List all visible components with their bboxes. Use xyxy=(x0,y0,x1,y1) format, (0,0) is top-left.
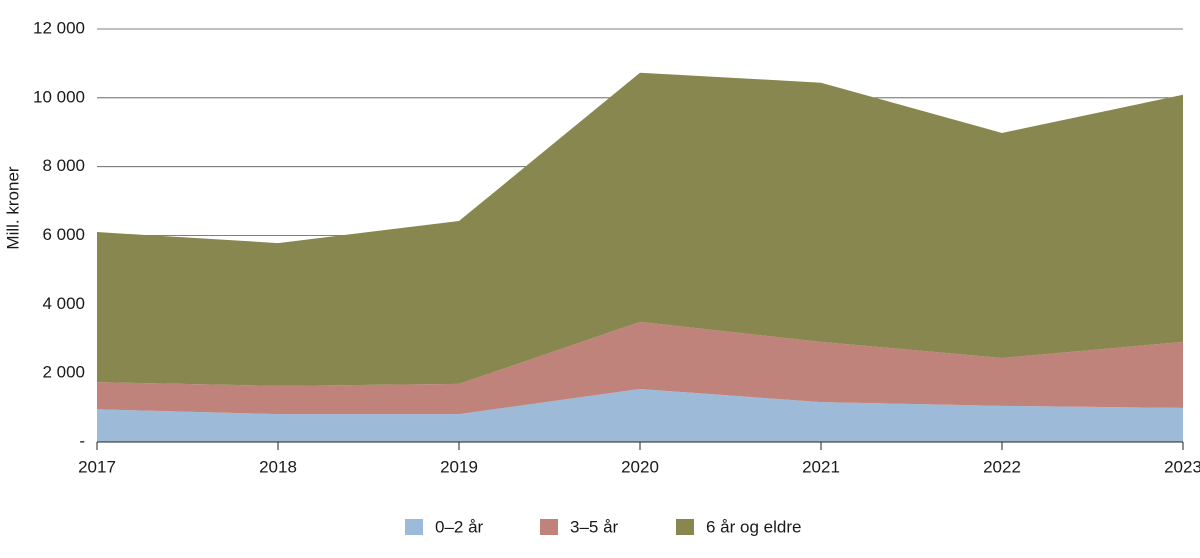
y-tick-label: 12 000 xyxy=(33,18,85,37)
y-tick-label: - xyxy=(79,431,85,450)
y-tick-label: 8 000 xyxy=(42,156,85,175)
x-tick-label: 2023 xyxy=(1164,457,1200,476)
legend-label: 0–2 år xyxy=(435,517,484,536)
area xyxy=(97,388,1183,442)
legend-swatch xyxy=(540,519,558,535)
x-tick-label: 2019 xyxy=(440,457,478,476)
area xyxy=(97,321,1183,415)
x-tick-label: 2017 xyxy=(78,457,116,476)
y-tick-label: 10 000 xyxy=(33,87,85,106)
y-tick-label: 4 000 xyxy=(42,294,85,313)
legend-label: 6 år og eldre xyxy=(706,517,801,536)
x-tick-label: 2018 xyxy=(259,457,297,476)
legend-label: 3–5 år xyxy=(570,517,619,536)
y-tick-label: 6 000 xyxy=(42,225,85,244)
x-tick-label: 2020 xyxy=(621,457,659,476)
area xyxy=(97,72,1183,386)
legend-swatch xyxy=(405,519,423,535)
legend-swatch xyxy=(676,519,694,535)
x-tick-label: 2022 xyxy=(983,457,1021,476)
x-tick-label: 2021 xyxy=(802,457,840,476)
y-tick-label: 2 000 xyxy=(42,363,85,382)
y-axis-title: Mill. kroner xyxy=(3,166,22,249)
